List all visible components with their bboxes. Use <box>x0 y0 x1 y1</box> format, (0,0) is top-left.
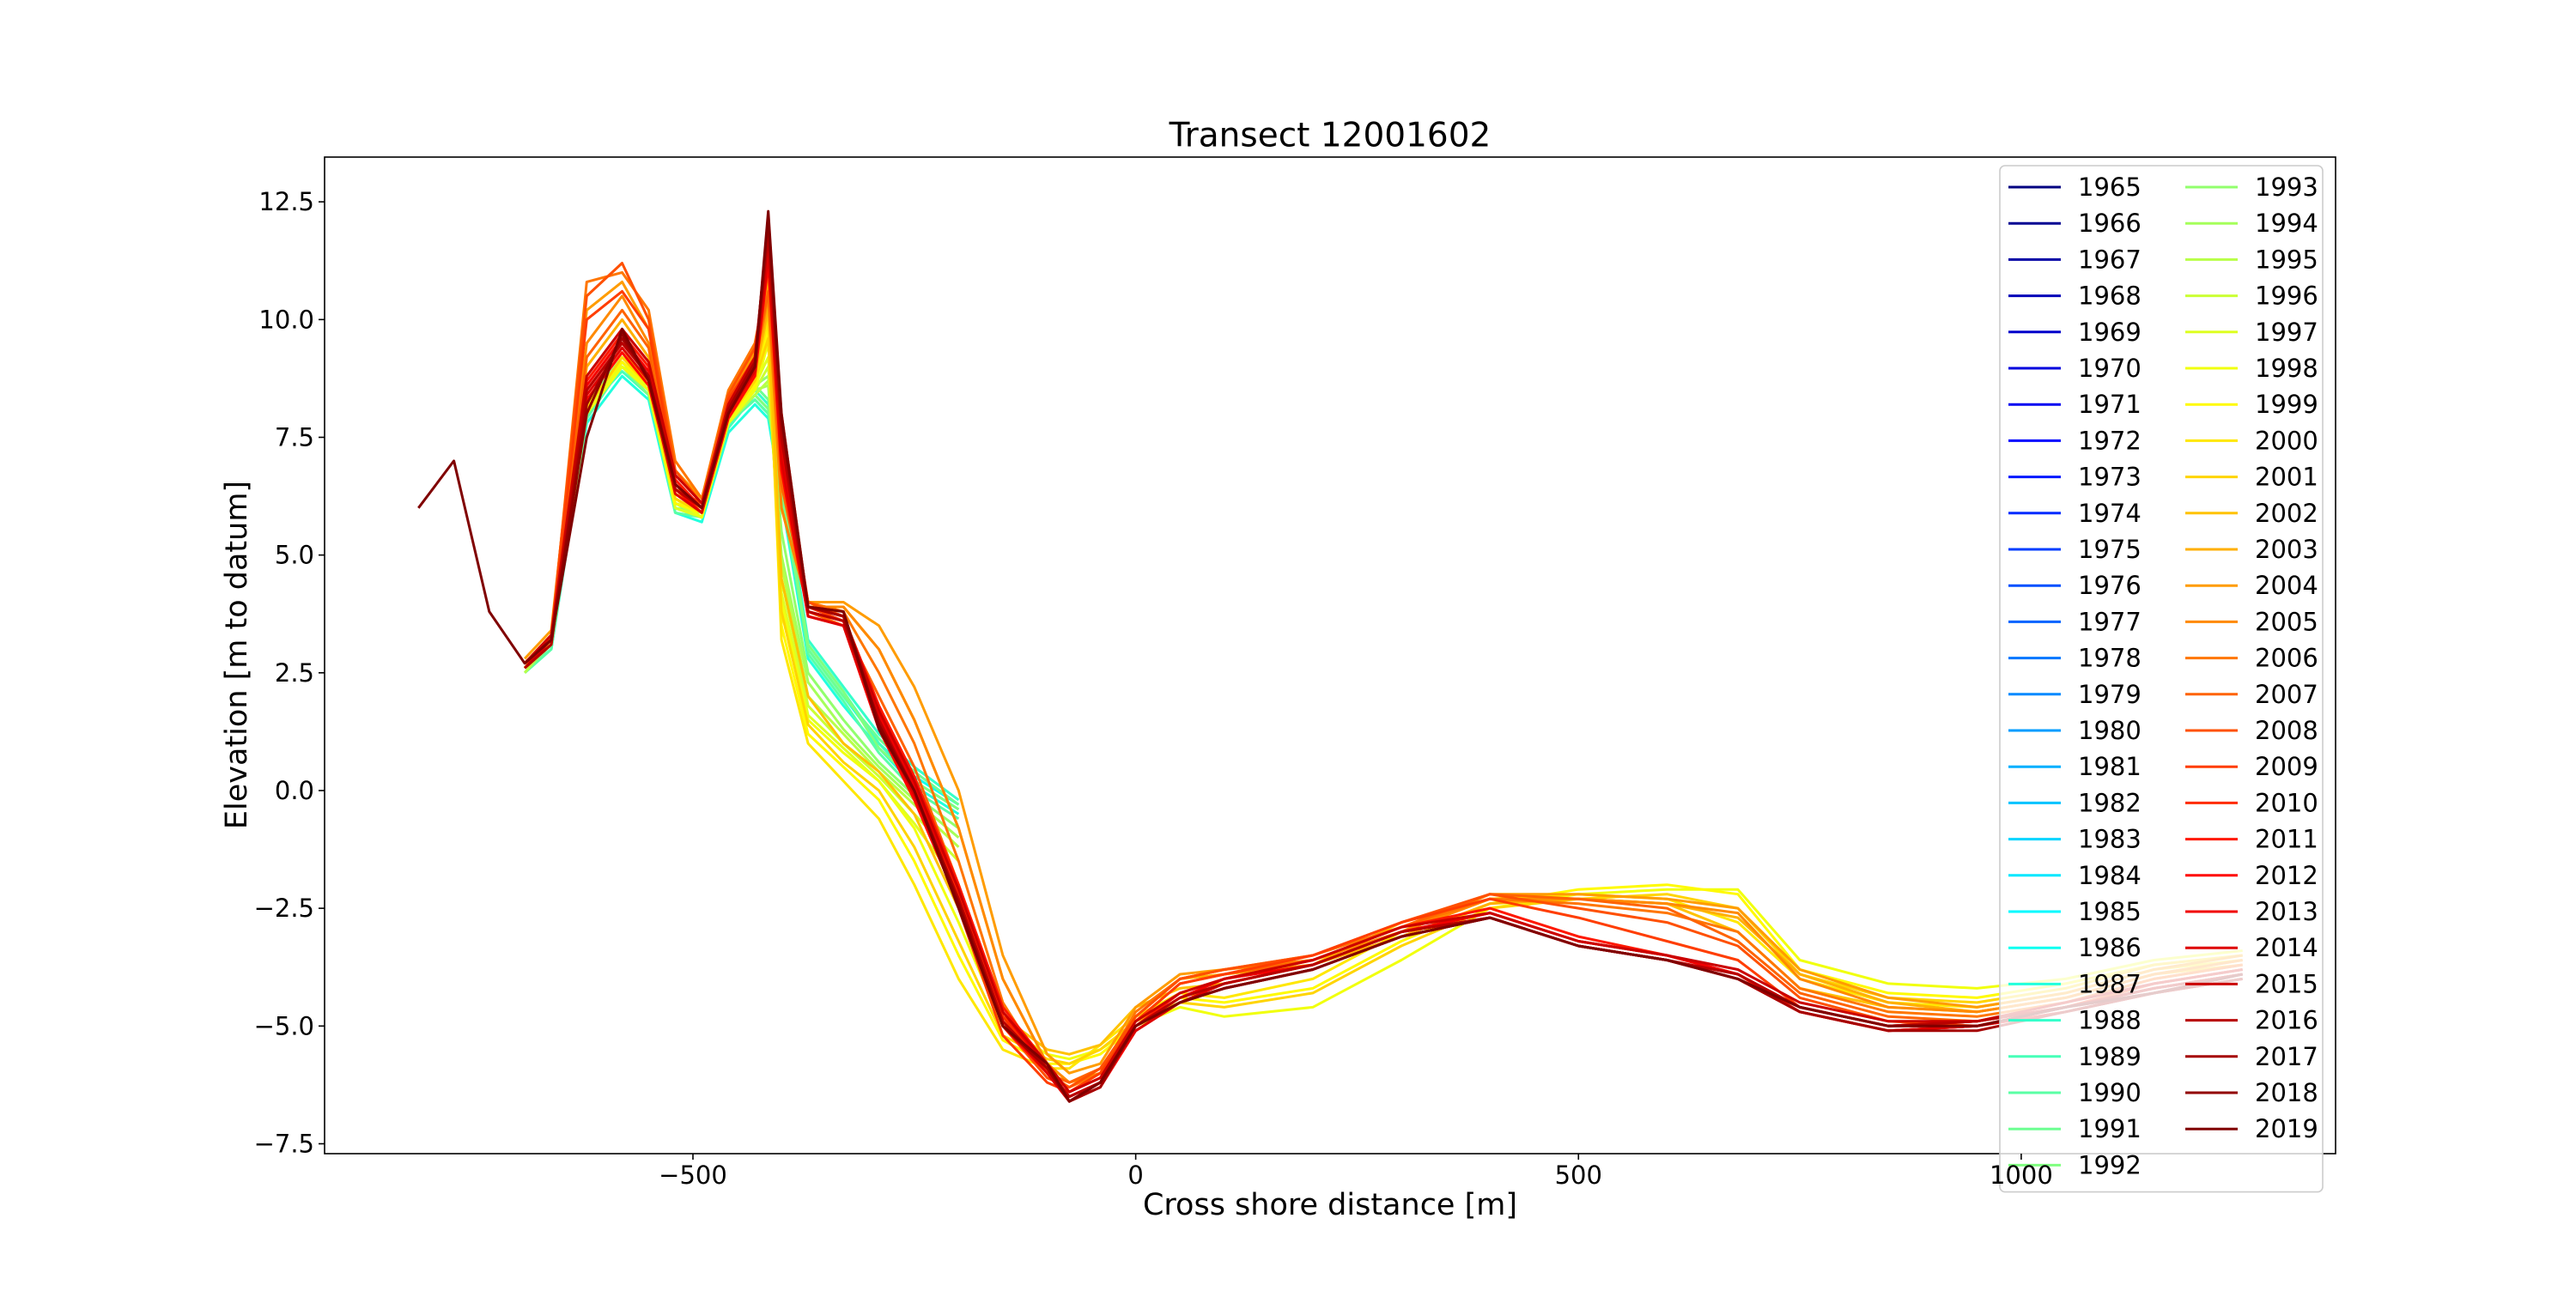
legend-label: 1977 <box>2078 607 2142 636</box>
legend: 1965 1966 1967 1968 1969 1970 1971 1972 1973 1974… <box>1999 165 2324 1193</box>
y-axis-label: Elevation [m to datum] <box>220 481 254 829</box>
y-tick-label: 5.0 <box>275 541 314 570</box>
legend-label: 2004 <box>2255 571 2318 600</box>
y-tick-label: −2.5 <box>254 894 314 923</box>
legend-label: 2010 <box>2255 788 2318 817</box>
y-tick-label: −5.0 <box>254 1011 314 1040</box>
legend-label: 1998 <box>2255 354 2318 383</box>
series-line <box>524 280 2243 1075</box>
legend-label: 1975 <box>2078 535 2142 564</box>
legend-label: 1966 <box>2078 209 2142 238</box>
legend-label: 1987 <box>2078 969 2142 998</box>
legend-label: 1978 <box>2078 644 2142 673</box>
legend-label: 1983 <box>2078 825 2142 854</box>
legend-label: 1997 <box>2255 318 2318 347</box>
y-tick-label: 10.0 <box>258 305 314 334</box>
legend-label: 1972 <box>2078 426 2142 455</box>
legend-label: 1976 <box>2078 571 2142 600</box>
legend-label: 2012 <box>2255 861 2318 890</box>
legend-label: 1985 <box>2078 897 2142 926</box>
series-line <box>524 355 960 886</box>
legend-label: 1980 <box>2078 716 2142 745</box>
legend-label: 1984 <box>2078 861 2142 890</box>
plot-lines <box>417 209 2244 1103</box>
legend-label: 1971 <box>2078 390 2142 419</box>
chart-title: Transect 12001602 <box>1169 117 1492 155</box>
y-tick-label: 0.0 <box>275 776 314 805</box>
x-axis-label: Cross shore distance [m] <box>1143 1188 1517 1222</box>
legend-label: 1967 <box>2078 245 2142 274</box>
legend-label: 1986 <box>2078 933 2142 962</box>
legend-label: 1965 <box>2078 173 2142 202</box>
legend-label: 2001 <box>2255 463 2318 492</box>
x-tick-label: −500 <box>659 1161 727 1190</box>
y-tick-label: −7.5 <box>254 1129 314 1158</box>
legend-label: 1989 <box>2078 1042 2142 1071</box>
legend-label: 1970 <box>2078 354 2142 383</box>
legend-label: 2018 <box>2255 1078 2318 1107</box>
legend-label: 1973 <box>2078 463 2142 492</box>
legend-label: 2002 <box>2255 499 2318 528</box>
legend-label: 1988 <box>2078 1006 2142 1035</box>
legend-label: 2009 <box>2255 752 2318 781</box>
legend-label: 1979 <box>2078 680 2142 709</box>
legend-label: 1996 <box>2255 282 2318 311</box>
legend-label: 2003 <box>2255 535 2318 564</box>
x-tick-label: 500 <box>1555 1161 1602 1190</box>
legend-label: 2000 <box>2255 426 2318 455</box>
legend-label: 1992 <box>2078 1150 2142 1179</box>
y-tick-label: 2.5 <box>275 658 314 688</box>
legend-label: 2014 <box>2255 933 2318 962</box>
y-tick-label: 12.5 <box>258 187 314 216</box>
y-tick-label: 7.5 <box>275 422 314 452</box>
legend-label: 2019 <box>2255 1114 2318 1143</box>
legend-frame <box>1999 165 2324 1193</box>
legend-label: 1995 <box>2255 245 2318 274</box>
series-line <box>417 209 2244 1103</box>
legend-label: 1993 <box>2255 173 2318 202</box>
legend-label: 2017 <box>2255 1042 2318 1071</box>
legend-label: 2008 <box>2255 716 2318 745</box>
legend-label: 2007 <box>2255 680 2318 709</box>
legend-label: 2006 <box>2255 644 2318 673</box>
x-tick-label: 1000 <box>1990 1161 2053 1190</box>
legend-label: 2011 <box>2255 825 2318 854</box>
legend-label: 1974 <box>2078 499 2142 528</box>
legend-label: 2015 <box>2255 969 2318 998</box>
legend-label: 2013 <box>2255 897 2318 926</box>
legend-label: 1968 <box>2078 282 2142 311</box>
legend-label: 1994 <box>2255 209 2318 238</box>
legend-label: 2005 <box>2255 607 2318 636</box>
legend-label: 1990 <box>2078 1078 2142 1107</box>
legend-label: 1981 <box>2078 752 2142 781</box>
x-tick-label: 0 <box>1127 1161 1143 1190</box>
legend-label: 1969 <box>2078 318 2142 347</box>
legend-label: 1982 <box>2078 788 2142 817</box>
legend-label: 2016 <box>2255 1006 2318 1035</box>
series-line <box>524 365 960 821</box>
legend-label: 1999 <box>2255 390 2318 419</box>
axes-frame <box>324 156 2336 1155</box>
legend-label: 1991 <box>2078 1114 2142 1143</box>
